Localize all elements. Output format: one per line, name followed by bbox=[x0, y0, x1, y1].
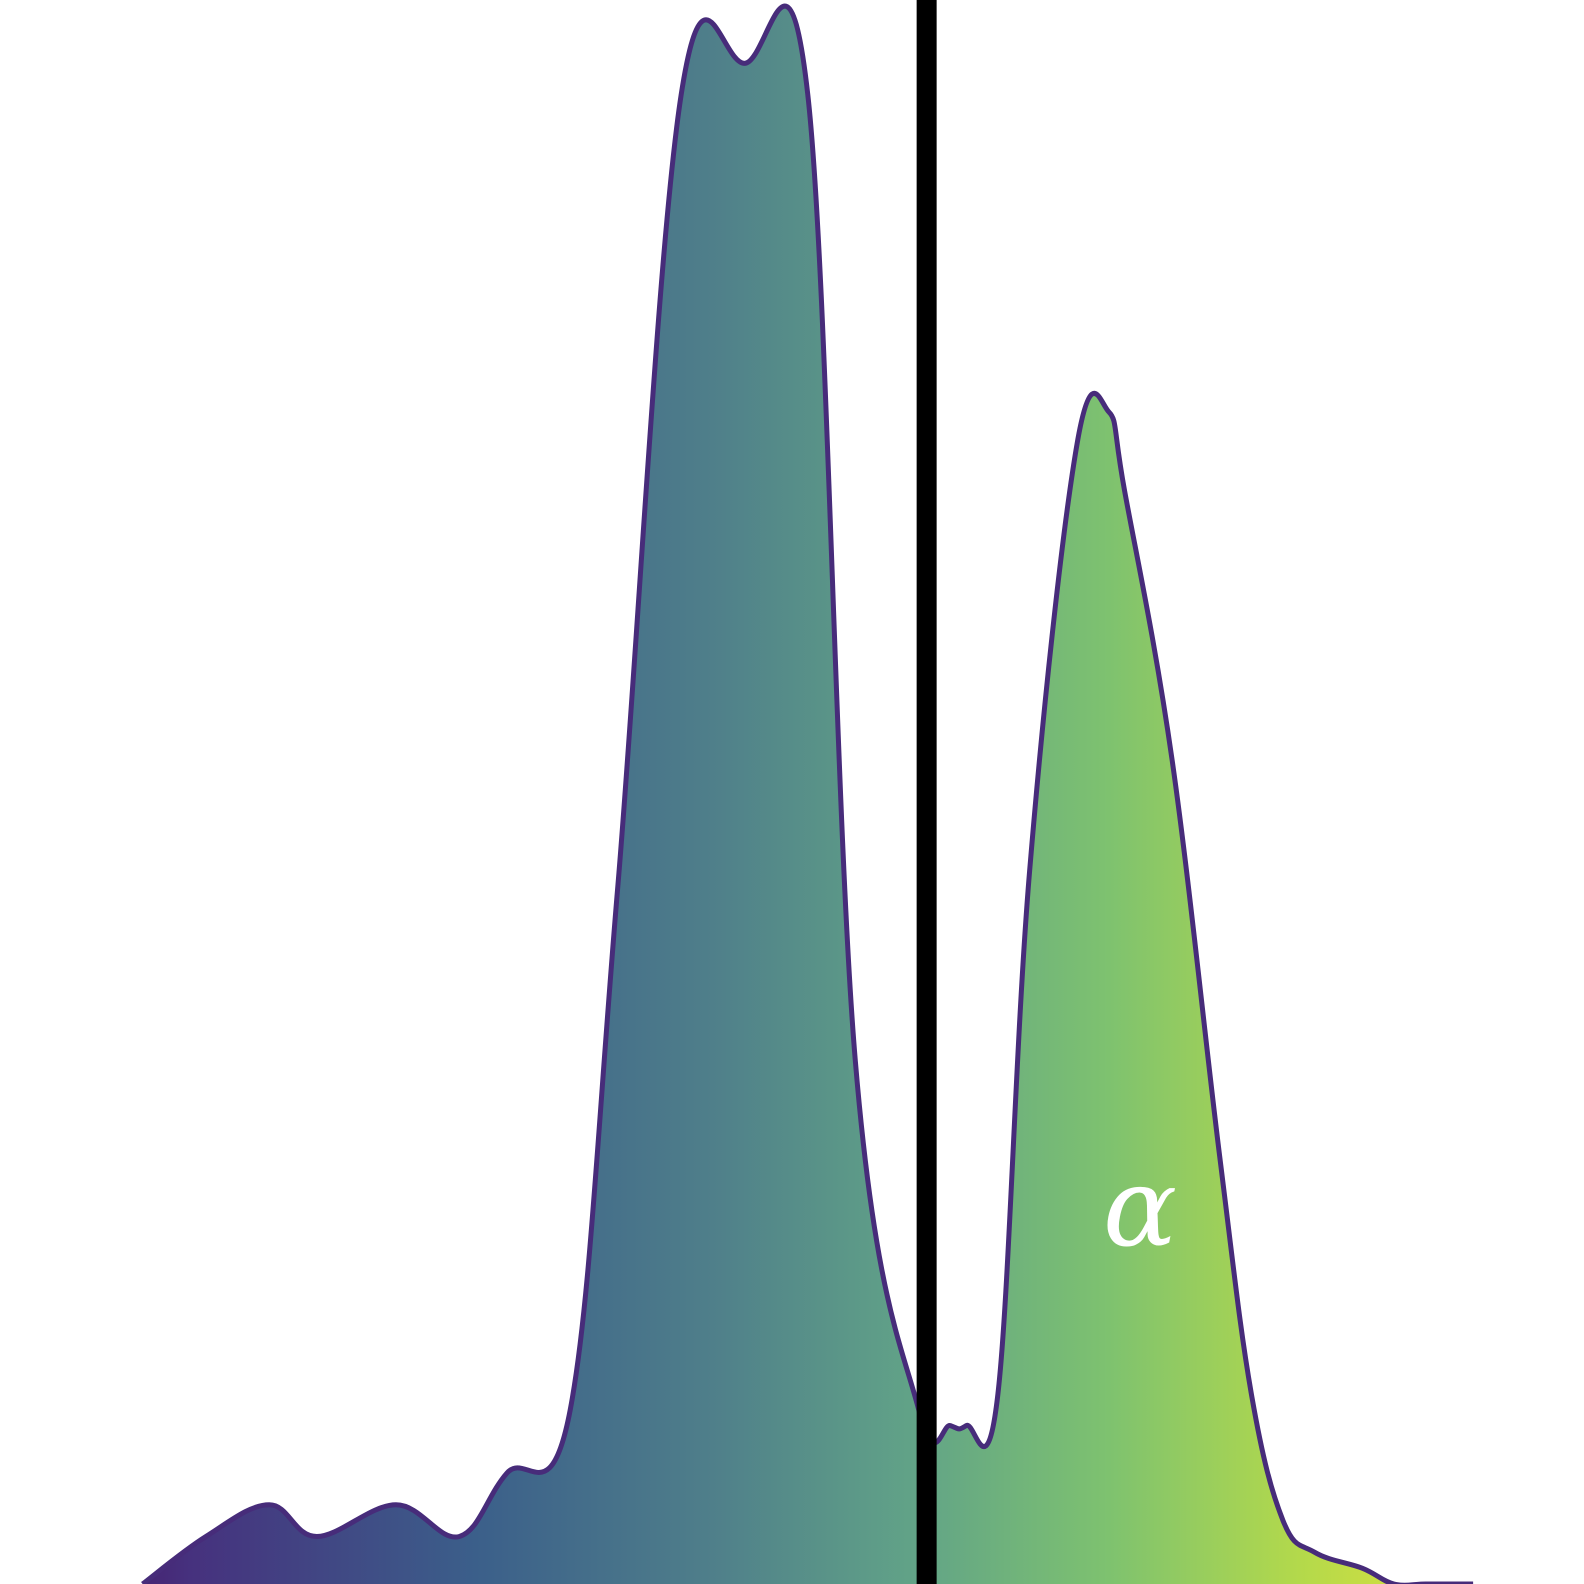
alpha-annotation: α bbox=[1103, 1143, 1177, 1271]
density-area bbox=[142, 6, 1474, 1584]
